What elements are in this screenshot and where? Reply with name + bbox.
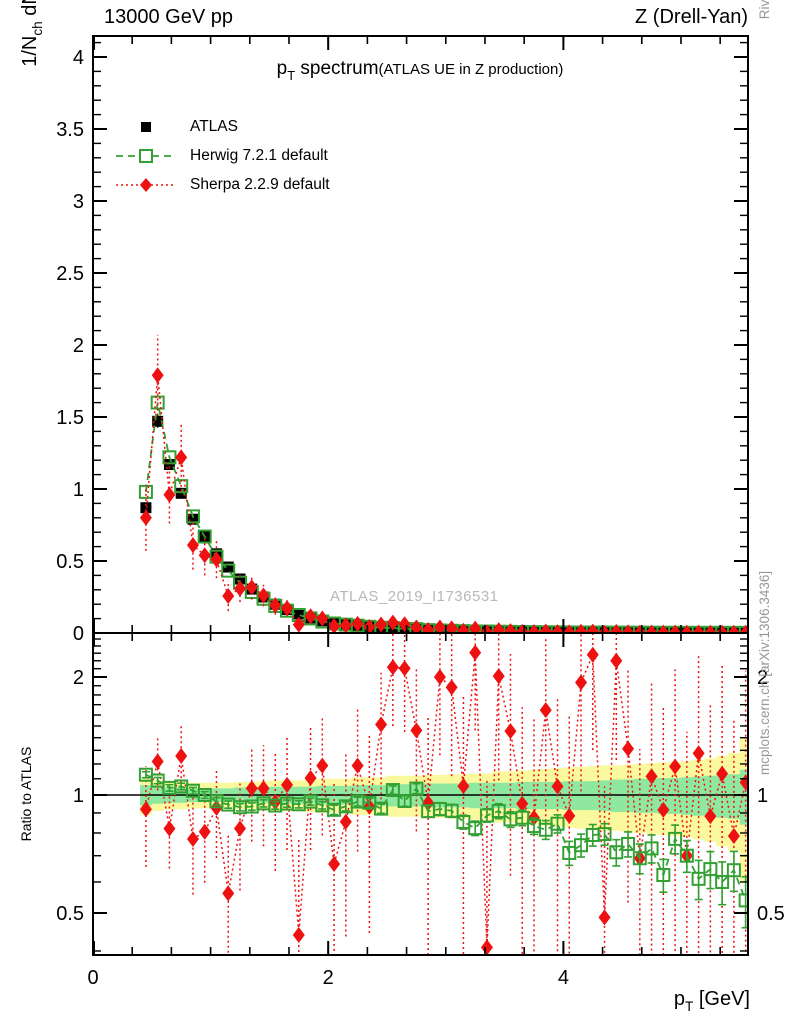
svg-text:1: 1 — [73, 785, 84, 807]
label-part: T — [287, 67, 296, 83]
ratio-panel — [94, 634, 747, 954]
svg-text:3.5: 3.5 — [56, 119, 84, 141]
header-process: Z (Drell-Yan) — [635, 6, 748, 28]
y-axis-label: 1/Nch dNch/dpT [GeV] — [19, 0, 46, 443]
svg-text:1.5: 1.5 — [56, 407, 84, 429]
legend-item-atlas: ATLAS — [116, 112, 330, 141]
axes-frame — [92, 35, 749, 956]
legend-item-herwig: Herwig 7.2.1 default — [116, 141, 330, 170]
svg-text:2: 2 — [757, 667, 768, 689]
legend-label: Herwig 7.2.1 default — [190, 146, 328, 164]
svg-text:1: 1 — [757, 785, 768, 807]
legend-label: Sherpa 2.2.9 default — [190, 175, 330, 193]
label-part: 1/N — [19, 35, 41, 67]
svg-text:2: 2 — [323, 967, 334, 989]
svg-text:0.5: 0.5 — [757, 903, 785, 925]
svg-text:1: 1 — [73, 479, 84, 501]
ratio-band-inner — [140, 769, 747, 825]
x-axis-label: pT [GeV] — [673, 988, 750, 1015]
ratio-band-outer — [140, 737, 747, 882]
svg-text:0: 0 — [87, 967, 98, 989]
sherpa-series — [139, 334, 747, 632]
herwig-ratio-series — [138, 767, 747, 929]
label-part: (ATLAS UE in Z production) — [378, 61, 564, 78]
svg-text:2: 2 — [73, 667, 84, 689]
svg-text:0.5: 0.5 — [56, 551, 84, 573]
sherpa-ratio-series — [139, 634, 747, 954]
label-part: [GeV] — [693, 988, 750, 1010]
svg-text:2.5: 2.5 — [56, 263, 84, 285]
legend-label: ATLAS — [190, 117, 238, 135]
sherpa-marker-icon — [116, 176, 176, 194]
svg-text:0.5: 0.5 — [56, 903, 84, 925]
side-note-mcplots: mcplots.cern.ch [arXiv:1306.3436] — [757, 570, 772, 775]
legend: ATLAS Herwig 7.2.1 default Sherpa 2.2.9 … — [116, 112, 330, 199]
header-beam-energy: 13000 GeV pp — [104, 6, 233, 28]
svg-text:3: 3 — [73, 191, 84, 213]
atlas-marker-icon — [116, 118, 176, 136]
ratio-axis-label: Ratio to ATLAS — [18, 746, 34, 842]
svg-text:4: 4 — [73, 47, 84, 69]
label-part: spectrum — [295, 58, 379, 79]
label-part: ch — [30, 21, 46, 36]
watermark-analysis-id: ATLAS_2019_I1736531 — [330, 588, 499, 605]
tick-labels: 0 0.5 1 1.5 2 2.5 3 3.5 4 2 2 1 1 0.5 0.5 0 2 4 — [56, 47, 785, 989]
label-part: T — [684, 999, 694, 1015]
label-part: p — [276, 58, 288, 79]
legend-item-sherpa: Sherpa 2.2.9 default — [116, 170, 330, 199]
label-part: dN — [19, 0, 41, 22]
plot-title: pT spectrum(ATLAS UE in Z production) — [150, 58, 690, 83]
label-part: p — [673, 988, 685, 1010]
svg-text:2: 2 — [73, 335, 84, 357]
svg-text:0: 0 — [73, 623, 84, 645]
svg-text:4: 4 — [558, 967, 569, 989]
herwig-marker-icon — [116, 147, 176, 165]
